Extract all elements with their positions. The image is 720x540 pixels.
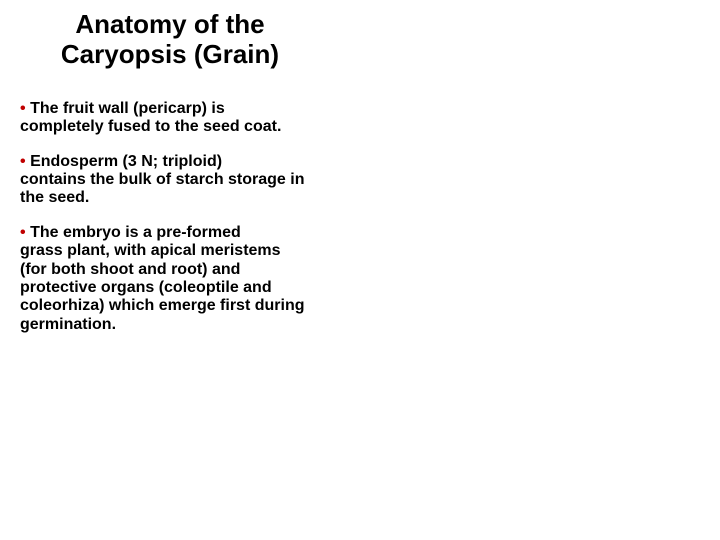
bullet-dot-icon: • (20, 224, 26, 241)
bullet-item: • The fruit wall (pericarp) is completel… (20, 100, 305, 137)
bullet-item: • Endosperm (3 N; triploid) contains the… (20, 153, 305, 208)
bullet-cont-text: completely fused to the seed coat. (20, 118, 305, 136)
bullet-dot-icon: • (20, 100, 26, 117)
bullet-lead-text: Endosperm (3 N; triploid) (30, 153, 222, 170)
slide-title: Anatomy of the Caryopsis (Grain) (20, 10, 320, 70)
bullet-lead-text: The fruit wall (pericarp) is (30, 100, 225, 117)
bullet-cont-text: grass plant, with apical meristems (for … (20, 242, 305, 334)
bullet-item: • The embryo is a pre-formed grass plant… (20, 224, 305, 334)
bullet-cont-text: contains the bulk of starch storage in t… (20, 171, 305, 208)
bullet-lead-text: The embryo is a pre-formed (30, 224, 241, 241)
bullet-dot-icon: • (20, 153, 26, 170)
slide: Anatomy of the Caryopsis (Grain) • The f… (0, 0, 720, 540)
slide-content: • The fruit wall (pericarp) is completel… (20, 100, 305, 334)
